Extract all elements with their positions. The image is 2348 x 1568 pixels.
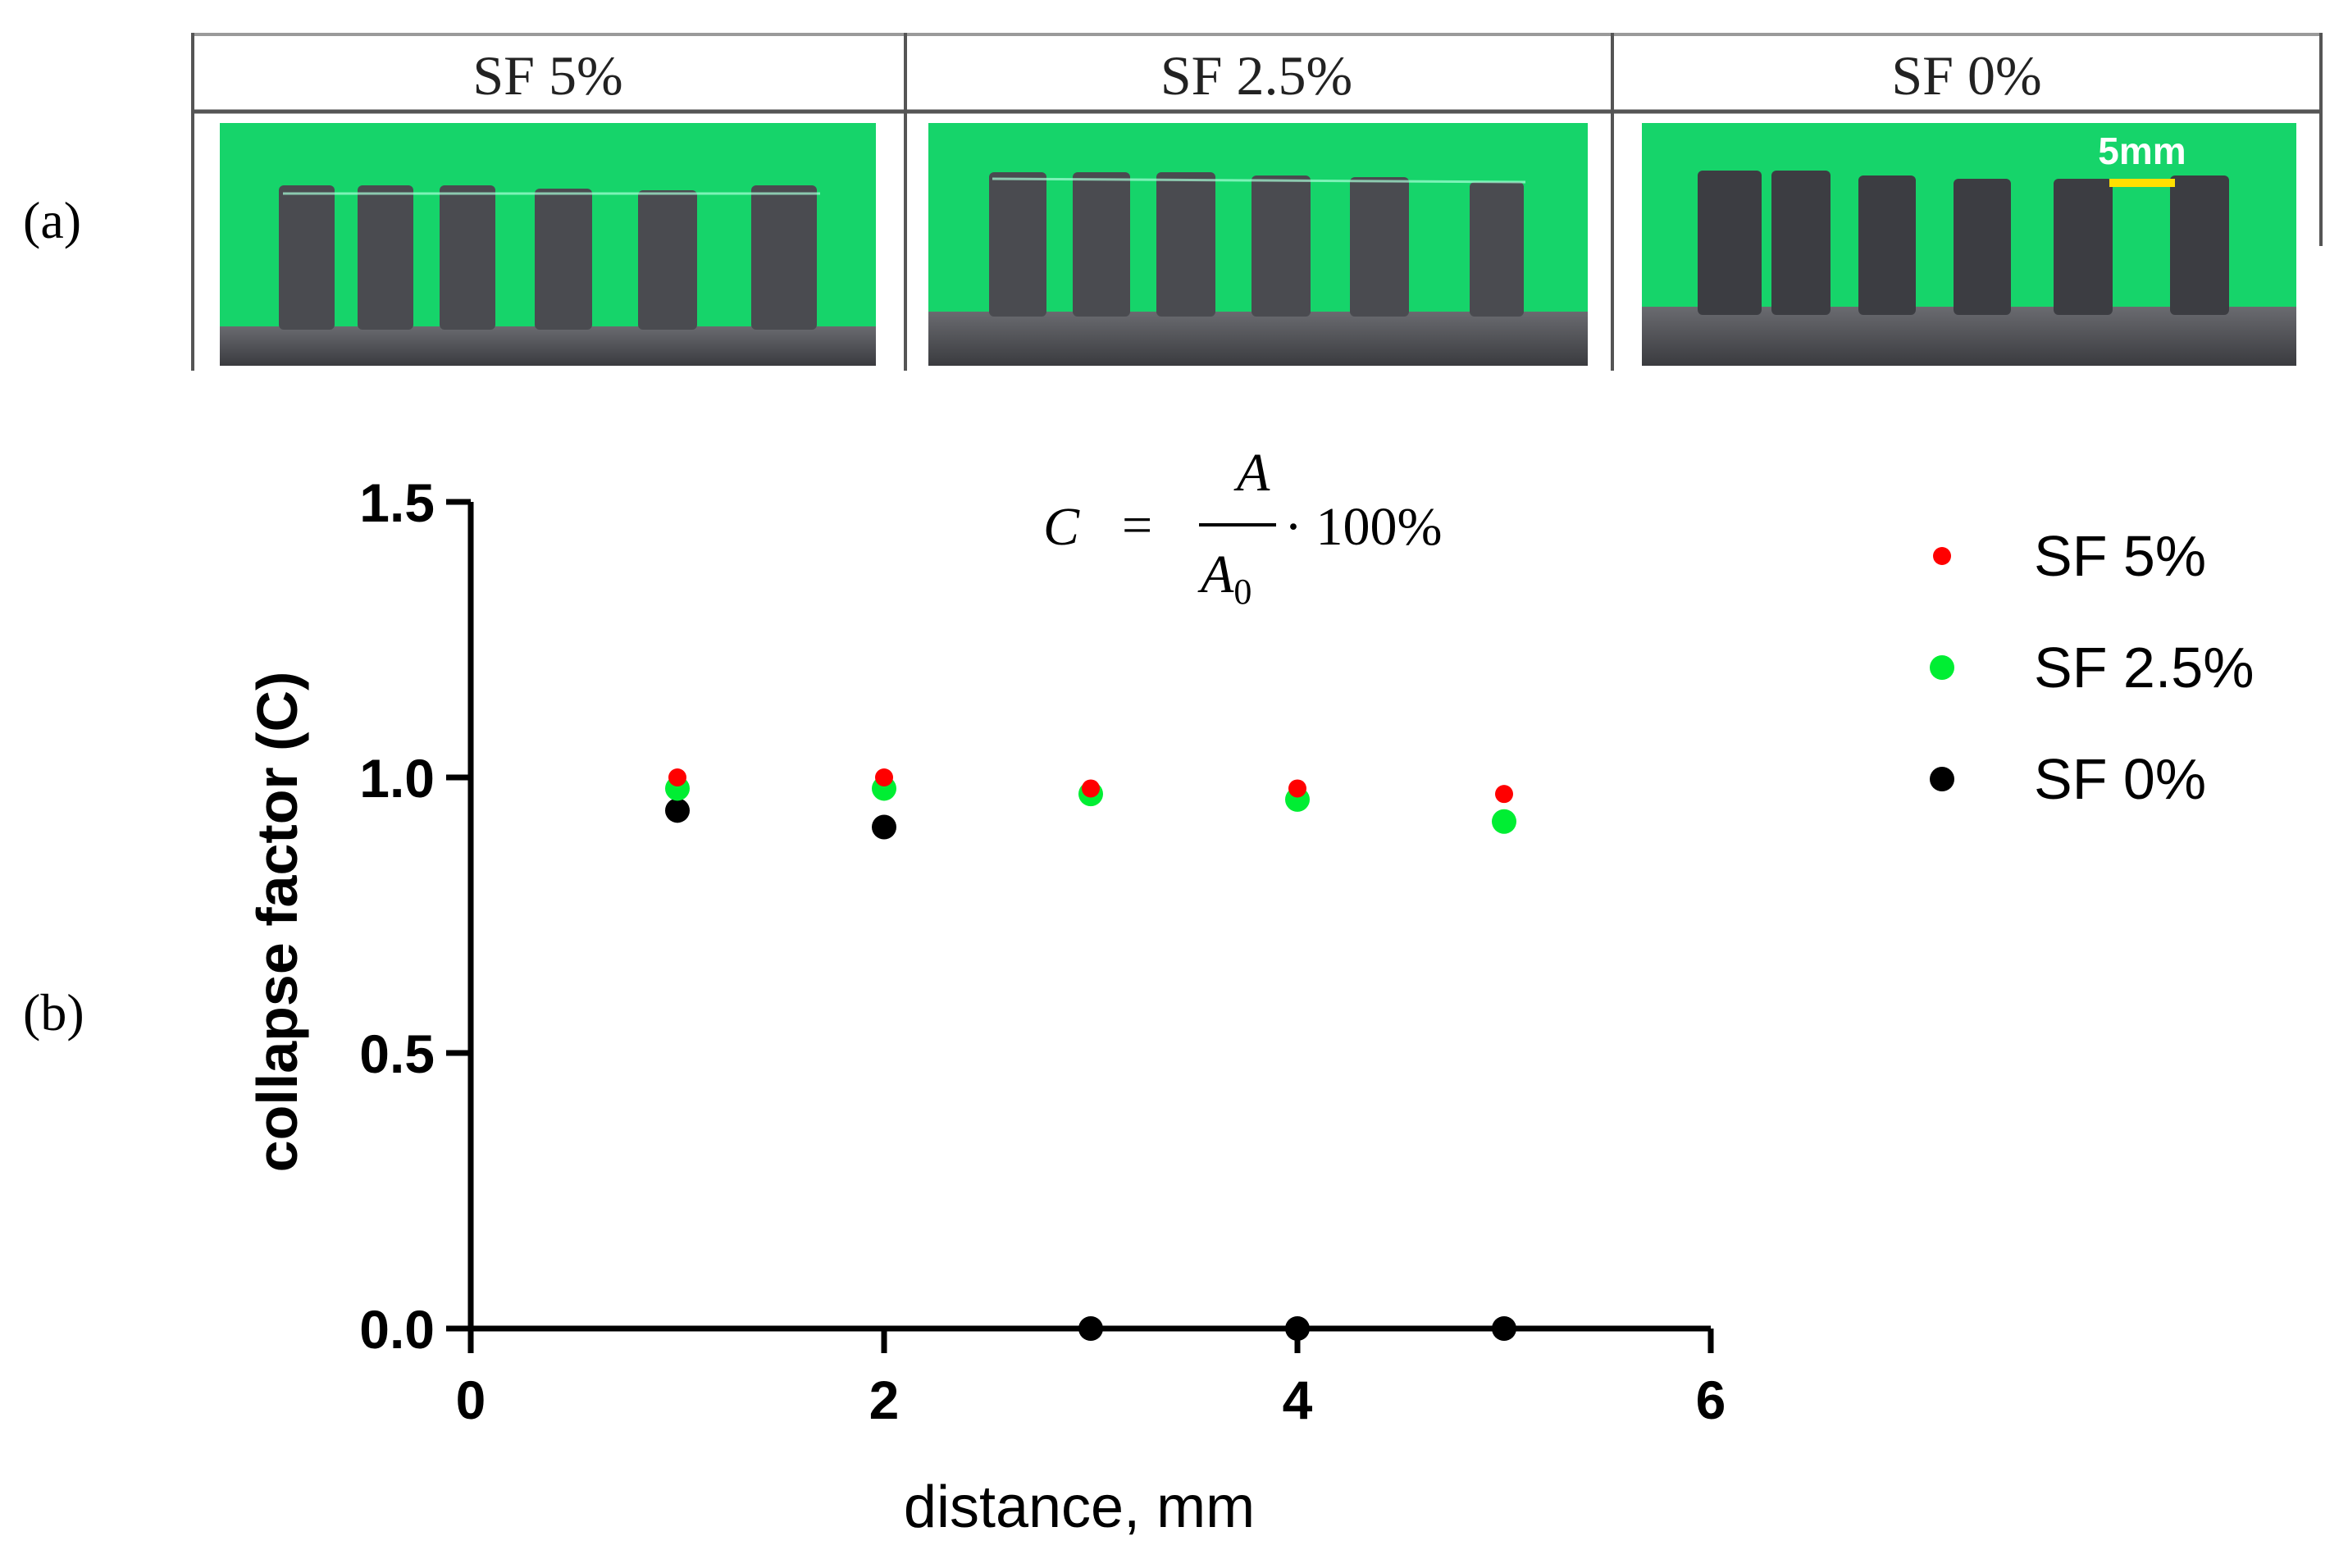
point-sf-0-4 <box>1285 1316 1310 1341</box>
formula-numerator: A <box>1233 443 1270 503</box>
legend-marker-sf-5 <box>1933 547 1951 565</box>
pillar <box>1252 175 1311 317</box>
pillar <box>1156 172 1215 317</box>
point-sf-0-1 <box>665 798 690 823</box>
y-axis-label: collapse factor (C) <box>245 672 309 1173</box>
pillar <box>1073 172 1130 317</box>
pillar <box>638 190 697 330</box>
photo-sf5-base <box>220 326 876 366</box>
pillar <box>1698 171 1762 315</box>
point-sf-0-5 <box>1492 1316 1516 1341</box>
pillar <box>1350 177 1409 317</box>
formula-equals: = <box>1122 495 1152 555</box>
y-tick-label: 0.5 <box>359 1023 435 1084</box>
point-sf-5-4 <box>1288 779 1306 798</box>
pillar <box>358 185 413 330</box>
photo-sf25-base <box>928 312 1588 366</box>
pillar <box>2170 175 2229 315</box>
photo-sf0-pillars <box>1698 171 2229 315</box>
data-points <box>665 768 1516 1341</box>
point-sf-5-3 <box>1082 779 1100 798</box>
point-sf-5-2 <box>875 768 893 786</box>
pillar <box>2054 179 2113 315</box>
panel-label-a: (a) <box>23 191 81 249</box>
x-tick-label: 2 <box>869 1370 900 1430</box>
photo-sf5-pillars <box>279 185 817 330</box>
pillar <box>1470 182 1524 317</box>
formula-lhs: C <box>1043 497 1080 557</box>
point-sf-0-3 <box>1078 1316 1103 1341</box>
pillar <box>1771 171 1831 315</box>
formula-suffix: · 100% <box>1284 497 1442 557</box>
axis-ticks <box>446 499 1714 1353</box>
y-tick-label: 1.5 <box>359 472 435 533</box>
pillar <box>535 189 592 330</box>
formula-denominator-letter: A <box>1197 545 1234 604</box>
point-sf-2-5-5 <box>1492 809 1516 834</box>
legend-marker-sf-2-5 <box>1930 655 1954 680</box>
point-sf-5-1 <box>668 768 686 786</box>
scale-bar-label: 5mm <box>2098 130 2186 172</box>
x-tick-label: 0 <box>456 1370 486 1430</box>
y-tick-label: 1.0 <box>359 748 435 809</box>
pillar <box>1954 179 2011 315</box>
legend-label-sf-0: SF 0% <box>2034 747 2206 811</box>
scale-bar <box>2109 179 2175 187</box>
x-tick-label: 6 <box>1696 1370 1726 1430</box>
formula: C = A A0 · 100% <box>1043 443 1442 612</box>
photo-header-sf25: SF 2.5% <box>1160 44 1352 107</box>
legend: SF 5% SF 2.5% SF 0% <box>1930 524 2254 811</box>
formula-denominator: A0 <box>1197 545 1252 612</box>
x-tick-label: 4 <box>1283 1370 1313 1430</box>
panel-label-b: (b) <box>23 983 84 1042</box>
photo-header-sf0: SF 0% <box>1891 44 2041 107</box>
pillar <box>989 172 1046 317</box>
photo-header-sf5: SF 5% <box>472 44 622 107</box>
y-tick-labels: 0.0 0.5 1.0 1.5 <box>359 472 435 1360</box>
photo-sf25-highlight <box>992 177 1526 184</box>
legend-label-sf-2-5: SF 2.5% <box>2034 636 2254 700</box>
point-sf-5-5 <box>1495 785 1513 804</box>
x-axis-label: distance, mm <box>904 1475 1255 1540</box>
legend-marker-sf-0 <box>1930 767 1954 791</box>
pillar <box>751 185 817 330</box>
photo-sf25-pillars <box>989 172 1524 317</box>
point-sf-0-2 <box>872 814 896 840</box>
chart: 0.0 0.5 1.0 1.5 0 2 4 6 distance, mm collapse … <box>245 472 2254 1540</box>
x-tick-labels: 0 2 4 6 <box>456 1370 1726 1430</box>
pillar <box>279 185 335 330</box>
y-tick-label: 0.0 <box>359 1299 435 1360</box>
pillar <box>440 185 495 330</box>
photo-sf0-base <box>1642 307 2296 366</box>
formula-denominator-subscript: 0 <box>1233 572 1252 612</box>
photo-strip: SF 5% SF 2.5% SF 0% <box>191 33 2323 371</box>
legend-label-sf-5: SF 5% <box>2034 524 2206 588</box>
pillar <box>1858 175 1916 315</box>
